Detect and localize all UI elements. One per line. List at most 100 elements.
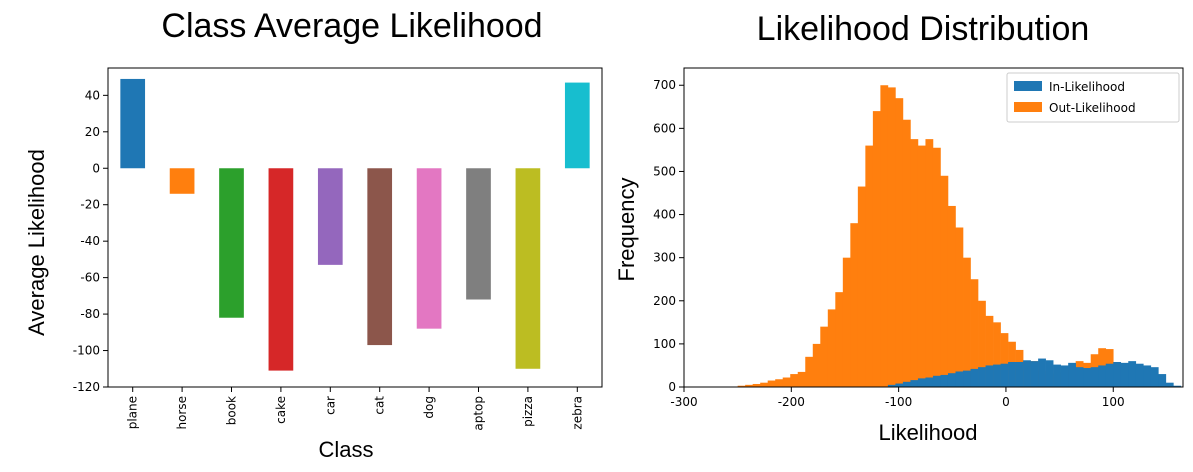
hist-bar-in	[1173, 385, 1182, 387]
x-tick-label-aptop: aptop	[472, 396, 486, 431]
hist-bar-out	[917, 145, 926, 387]
hist-bar-in	[1045, 360, 1054, 387]
hist-bar-out	[940, 175, 949, 387]
hist-bar-out	[737, 385, 746, 387]
plot-frame	[107, 67, 603, 388]
hist-bar-in	[1008, 361, 1016, 387]
bar-book	[219, 168, 244, 318]
x-tick-label-cat: cat	[373, 396, 387, 415]
class-average-likelihood-chart: Class Average Likelihood plane horse book ca…	[24, 7, 603, 462]
hist-bar-in	[970, 368, 979, 387]
hist-bar-out	[947, 205, 956, 387]
hist-bar-out	[782, 377, 791, 387]
bar-aptop	[466, 168, 491, 300]
x-tick-label-book: book	[225, 396, 239, 425]
hist-bar-in	[963, 370, 971, 387]
chart-title: Class Average Likelihood	[161, 7, 542, 45]
hist-bar-in	[925, 377, 934, 387]
hist-bar-in	[1150, 367, 1159, 387]
hist-bar-out	[760, 382, 769, 387]
y-tick-label: 20	[85, 125, 100, 139]
y-tick-label: -60	[80, 271, 100, 285]
hist-bar-out	[775, 379, 784, 387]
hist-bar-in	[1038, 358, 1046, 387]
bar-cake	[268, 168, 294, 371]
hist-bar-in	[932, 375, 941, 387]
hist-bar-in	[1128, 361, 1137, 387]
hist-bar-in	[910, 380, 919, 387]
hist-bar-out	[850, 223, 859, 387]
hist-bar-in	[1083, 368, 1092, 387]
plot-frame	[683, 67, 1184, 388]
hist-bar-in	[1090, 367, 1099, 387]
bar-cat	[367, 168, 393, 346]
hist-bar-in	[1120, 362, 1129, 387]
x-tick-label: -200	[778, 395, 805, 409]
hist-bar-out	[887, 87, 896, 387]
y-axis-label: Average Likelihood	[24, 149, 49, 336]
hist-bar-in	[1075, 367, 1084, 387]
hist-bar-out	[865, 145, 874, 387]
bar-horse	[169, 168, 195, 194]
bar-plane	[120, 78, 146, 169]
bar-dog	[416, 168, 442, 329]
legend-label-out: Out-Likelihood	[1049, 101, 1136, 115]
hist-bar-out	[812, 343, 821, 387]
hist-bar-out	[857, 186, 866, 387]
hist-bar-in	[1098, 365, 1107, 387]
x-axis-label: Likelihood	[878, 420, 977, 445]
chart-title: Likelihood Distribution	[757, 10, 1090, 48]
hist-bar-in	[947, 373, 956, 387]
hist-bar-in	[902, 381, 911, 387]
x-tick-label: -300	[670, 395, 697, 409]
y-tick-label: 100	[653, 337, 676, 351]
hist-bar-in	[895, 383, 904, 387]
bar-car	[317, 168, 343, 265]
hist-bar-in	[1053, 364, 1061, 387]
y-axis-label: Frequency	[614, 178, 639, 282]
legend-swatch-in	[1014, 81, 1042, 91]
hist-bar-in	[1015, 361, 1024, 387]
y-tick-label: -120	[73, 380, 100, 394]
hist-bar-out	[752, 383, 761, 387]
hist-bar-in	[993, 364, 1001, 387]
x-tick-label-dog: dog	[422, 396, 436, 419]
x-tick-label-horse: horse	[175, 396, 189, 430]
legend-swatch-out	[1014, 102, 1042, 112]
hist-bar-in	[1113, 361, 1122, 387]
hist-bar-out	[797, 371, 806, 387]
y-tick-label: 700	[653, 78, 676, 92]
hist-bar-out	[745, 384, 753, 387]
legend-box	[1006, 72, 1180, 123]
hist-bar-out	[767, 380, 776, 387]
hist-bar-out	[985, 315, 994, 387]
y-tick-label: 0	[668, 380, 676, 394]
y-tick-label: 400	[653, 208, 676, 222]
hist-bar-in	[1135, 363, 1144, 387]
x-tick-label-plane: plane	[126, 396, 140, 429]
bar-zebra	[564, 82, 590, 169]
hist-bar-in	[1158, 374, 1167, 387]
y-tick-label: -100	[73, 344, 100, 358]
hist-bar-in	[1060, 365, 1069, 387]
hist-bar-out	[993, 322, 1001, 387]
hist-bar-in	[887, 384, 896, 387]
y-tick-label: 0	[92, 161, 100, 175]
hist-bar-in	[1105, 363, 1114, 387]
hist-bar-out	[805, 356, 814, 387]
bar-pizza	[515, 168, 541, 369]
y-tick-label: -40	[80, 234, 100, 248]
hist-bar-out	[963, 257, 971, 387]
histogram-chart-svg: Likelihood Distribution -300 -200 -100 0 100 0…	[614, 10, 1184, 445]
hist-bar-out	[820, 326, 829, 387]
hist-bar-out	[842, 257, 851, 387]
hist-bar-out	[925, 139, 934, 387]
hist-bar-in	[940, 374, 949, 387]
hist-bar-in	[1000, 363, 1009, 387]
x-tick-label: 100	[1102, 395, 1125, 409]
hist-bar-out	[955, 227, 964, 387]
hist-bar-in	[985, 365, 994, 387]
hist-bar-out	[895, 98, 904, 388]
hist-bar-in	[917, 378, 926, 387]
